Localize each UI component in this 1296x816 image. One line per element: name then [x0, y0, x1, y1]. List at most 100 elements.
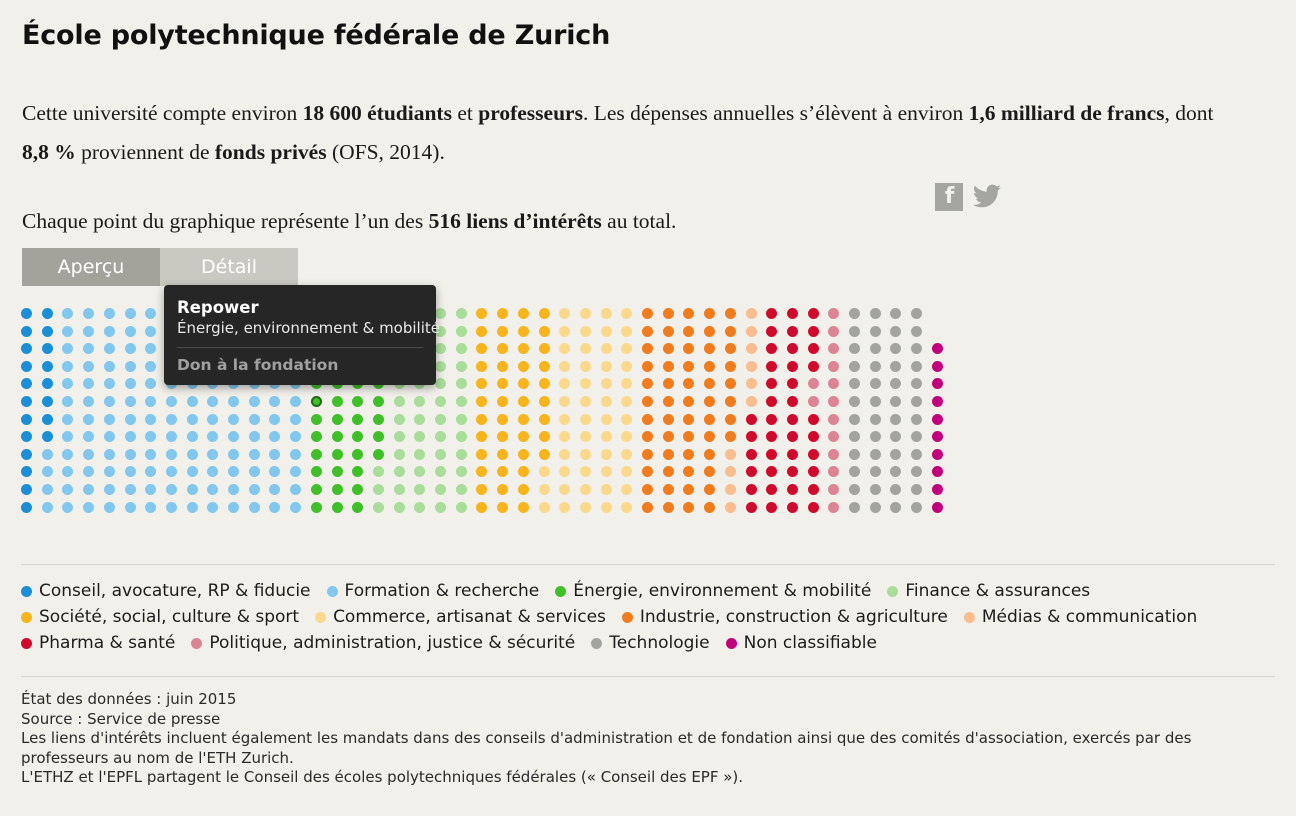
dot-r2-c22[interactable] [476, 343, 488, 355]
dot-r7-c0[interactable] [21, 431, 32, 443]
dot-r9-c25[interactable] [538, 466, 550, 478]
dot-r4-c21[interactable] [455, 378, 467, 390]
dot-r11-c18[interactable] [393, 501, 405, 513]
dot-r5-c32[interactable] [683, 396, 695, 407]
dot-r8-c29[interactable] [621, 448, 633, 460]
dot-r4-c23[interactable] [497, 378, 509, 390]
dot-r9-c5[interactable] [124, 466, 136, 478]
dot-r7-c27[interactable] [579, 431, 591, 443]
dot-r1-c20[interactable] [435, 325, 446, 337]
dot-r4-c37[interactable] [786, 378, 798, 390]
dot-r10-c44[interactable] [931, 484, 943, 495]
dot-r11-c30[interactable] [642, 501, 653, 513]
dot-r5-c2[interactable] [62, 396, 74, 407]
dot-r3-c38[interactable] [807, 360, 819, 372]
dot-r10-c1[interactable] [41, 484, 53, 495]
dot-r4-c44[interactable] [931, 378, 943, 390]
dot-r11-c2[interactable] [62, 501, 74, 513]
dot-r7-c37[interactable] [786, 431, 798, 443]
dot-r8-c10[interactable] [228, 448, 239, 460]
dot-r7-c15[interactable] [331, 431, 343, 443]
dot-r7-c25[interactable] [538, 431, 550, 443]
dot-r3-c36[interactable] [766, 360, 778, 372]
dot-r9-c14[interactable] [310, 466, 322, 478]
dot-r8-c18[interactable] [393, 448, 405, 460]
dot-r3-c28[interactable] [600, 360, 612, 372]
dot-r8-c11[interactable] [248, 448, 260, 460]
dot-r9-c8[interactable] [186, 466, 198, 478]
dot-r9-c32[interactable] [683, 466, 695, 478]
dot-r11-c11[interactable] [248, 501, 260, 513]
dot-r3-c40[interactable] [849, 360, 860, 372]
dot-r3-c39[interactable] [828, 360, 840, 372]
dot-r2-c35[interactable] [745, 343, 757, 355]
dot-r8-c1[interactable] [41, 448, 53, 460]
dot-r11-c29[interactable] [621, 501, 633, 513]
dot-r6-c2[interactable] [62, 413, 74, 425]
dot-r10-c16[interactable] [352, 484, 364, 495]
legend-item-9[interactable]: Politique, administration, justice & séc… [191, 633, 575, 653]
dot-r11-c32[interactable] [683, 501, 695, 513]
dot-r4-c35[interactable] [745, 378, 757, 390]
dot-r2-c25[interactable] [538, 343, 550, 355]
dot-r9-c22[interactable] [476, 466, 488, 478]
dot-r9-c11[interactable] [248, 466, 260, 478]
dot-r5-c10[interactable] [228, 396, 239, 407]
dot-r3-c4[interactable] [103, 360, 115, 372]
dot-r6-c16[interactable] [352, 413, 364, 425]
dot-r6-c29[interactable] [621, 413, 633, 425]
dot-r10-c15[interactable] [331, 484, 343, 495]
dot-r8-c38[interactable] [807, 448, 819, 460]
dot-r1-c40[interactable] [849, 325, 860, 337]
legend-item-0[interactable]: Conseil, avocature, RP & fiducie [21, 581, 311, 601]
dot-r8-c25[interactable] [538, 448, 550, 460]
dot-r4-c1[interactable] [41, 378, 53, 390]
dot-r7-c7[interactable] [165, 431, 177, 443]
dot-r1-c6[interactable] [145, 325, 157, 337]
dot-r0-c0[interactable] [21, 308, 32, 319]
dot-r5-c31[interactable] [662, 396, 674, 407]
dot-r3-c41[interactable] [869, 360, 881, 372]
dot-r0-c31[interactable] [662, 308, 674, 319]
dot-r6-c34[interactable] [724, 413, 736, 425]
dot-r3-c31[interactable] [662, 360, 674, 372]
dot-r9-c27[interactable] [579, 466, 591, 478]
dot-r6-c36[interactable] [766, 413, 778, 425]
dot-r2-c6[interactable] [145, 343, 157, 355]
dot-r6-c37[interactable] [786, 413, 798, 425]
dot-r2-c28[interactable] [600, 343, 612, 355]
dot-r5-c26[interactable] [559, 396, 571, 407]
dot-r10-c14[interactable] [310, 484, 322, 495]
dot-r3-c42[interactable] [890, 360, 902, 372]
dot-r4-c30[interactable] [642, 378, 653, 390]
dot-r9-c16[interactable] [352, 466, 364, 478]
dot-r5-c3[interactable] [83, 396, 95, 407]
dot-r11-c35[interactable] [745, 501, 757, 513]
dot-r6-c25[interactable] [538, 413, 550, 425]
dot-r0-c38[interactable] [807, 308, 819, 319]
dot-r8-c27[interactable] [579, 448, 591, 460]
dot-r0-c6[interactable] [145, 308, 157, 319]
dot-r7-c35[interactable] [745, 431, 757, 443]
dot-r3-c44[interactable] [931, 360, 943, 372]
dot-r10-c4[interactable] [103, 484, 115, 495]
dot-r10-c7[interactable] [165, 484, 177, 495]
dot-r3-c22[interactable] [476, 360, 488, 372]
dot-r6-c32[interactable] [683, 413, 695, 425]
dot-r8-c15[interactable] [331, 448, 343, 460]
dot-r4-c6[interactable] [145, 378, 157, 390]
dot-r6-c31[interactable] [662, 413, 674, 425]
dot-r1-c26[interactable] [559, 325, 571, 337]
dot-r5-c38[interactable] [807, 396, 819, 407]
dot-r5-c14[interactable] [310, 396, 322, 407]
dot-r0-c43[interactable] [911, 308, 923, 319]
dot-r2-c41[interactable] [869, 343, 881, 355]
dot-r3-c5[interactable] [124, 360, 136, 372]
dot-r10-c6[interactable] [145, 484, 157, 495]
dot-r9-c36[interactable] [766, 466, 778, 478]
dot-r6-c12[interactable] [269, 413, 281, 425]
dot-r9-c19[interactable] [414, 466, 426, 478]
dot-r5-c4[interactable] [103, 396, 115, 407]
dot-r0-c37[interactable] [786, 308, 798, 319]
dot-r10-c21[interactable] [455, 484, 467, 495]
